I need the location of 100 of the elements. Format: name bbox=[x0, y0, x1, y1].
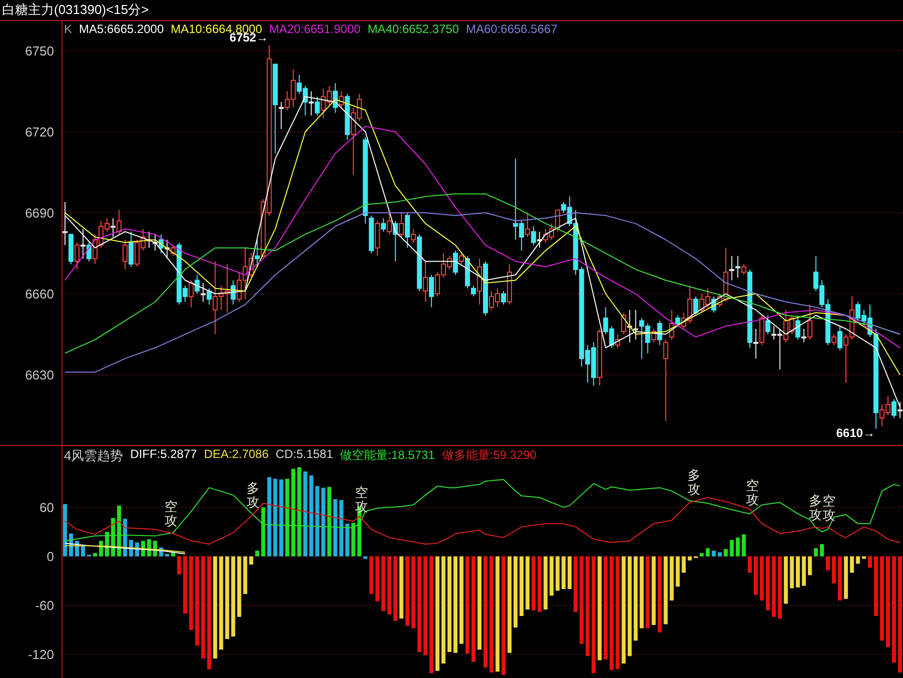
bar bbox=[231, 556, 236, 636]
bar bbox=[616, 556, 620, 670]
candlestick bbox=[80, 228, 86, 260]
bar bbox=[880, 556, 884, 641]
y-tick-label: 6660 bbox=[25, 286, 54, 302]
bar bbox=[868, 556, 872, 568]
y-tick-label: 6630 bbox=[25, 367, 54, 382]
bar bbox=[796, 556, 800, 588]
candlestick bbox=[837, 326, 842, 351]
bar bbox=[255, 550, 260, 556]
candlestick bbox=[801, 328, 806, 343]
bar bbox=[550, 556, 554, 596]
bar bbox=[447, 556, 452, 652]
bar bbox=[622, 556, 626, 664]
bar bbox=[646, 556, 650, 628]
candlestick bbox=[110, 218, 116, 238]
bar bbox=[748, 556, 752, 573]
candlestick bbox=[729, 255, 734, 281]
bar bbox=[387, 556, 392, 614]
bar bbox=[195, 556, 200, 646]
bar bbox=[832, 556, 836, 584]
bar bbox=[273, 478, 278, 556]
bar bbox=[297, 467, 302, 556]
candlestick bbox=[831, 334, 836, 346]
line-series bbox=[64, 126, 900, 348]
bar bbox=[874, 556, 878, 616]
bar bbox=[453, 556, 458, 653]
bar bbox=[99, 540, 104, 556]
candlestick bbox=[116, 210, 122, 235]
bar bbox=[189, 556, 194, 630]
text: 做多能量:59.3290 bbox=[442, 447, 536, 464]
candlestick bbox=[633, 309, 638, 340]
bar bbox=[225, 556, 230, 639]
annotation: CD:5.1581 bbox=[276, 447, 334, 463]
text: DIFF:5.2877 bbox=[130, 447, 197, 463]
bar bbox=[441, 556, 446, 664]
bar bbox=[808, 556, 812, 576]
candlestick bbox=[122, 239, 128, 270]
bar bbox=[790, 556, 794, 588]
bar bbox=[303, 471, 308, 556]
bar bbox=[477, 556, 482, 650]
bar bbox=[339, 500, 344, 556]
bar bbox=[496, 556, 500, 672]
bar bbox=[417, 556, 422, 652]
candlestick bbox=[693, 296, 698, 316]
bar bbox=[333, 499, 338, 556]
bar bbox=[183, 556, 188, 614]
candlestick bbox=[741, 264, 746, 276]
bar bbox=[682, 556, 686, 573]
bar bbox=[802, 556, 806, 586]
bar bbox=[243, 556, 248, 594]
line-series bbox=[64, 545, 186, 553]
line-series bbox=[64, 212, 900, 373]
bar bbox=[742, 534, 746, 556]
bar bbox=[508, 556, 512, 653]
bar bbox=[261, 507, 266, 556]
bar bbox=[784, 556, 788, 604]
candlestick bbox=[807, 304, 812, 340]
bar bbox=[526, 556, 530, 610]
candlestick bbox=[128, 231, 134, 268]
bar bbox=[471, 556, 476, 662]
bar bbox=[423, 556, 428, 656]
chart-title: 白糖主力(031390)<15分> bbox=[0, 0, 903, 21]
annotation: 空攻 bbox=[355, 484, 368, 514]
text: 做空能量:18.5731 bbox=[340, 447, 435, 464]
bar bbox=[375, 556, 380, 602]
bar bbox=[309, 475, 314, 556]
bar bbox=[321, 488, 326, 556]
bar bbox=[369, 556, 374, 594]
bar bbox=[177, 556, 182, 574]
bar bbox=[201, 556, 206, 659]
legend-title: K bbox=[64, 22, 72, 36]
bar bbox=[886, 556, 890, 648]
bar bbox=[778, 556, 782, 618]
candlestick bbox=[398, 212, 404, 238]
bar bbox=[664, 556, 668, 624]
text: MA40:6652.3750 bbox=[368, 22, 459, 36]
candlestick bbox=[422, 260, 428, 302]
bar bbox=[724, 549, 728, 556]
bar bbox=[718, 552, 722, 556]
y-tick-label: 6690 bbox=[25, 205, 54, 220]
bar bbox=[856, 556, 860, 564]
candlestick bbox=[501, 290, 506, 306]
text: MA20:6651.9000 bbox=[269, 22, 361, 36]
bar bbox=[285, 478, 290, 556]
bar bbox=[862, 556, 866, 559]
candlestick bbox=[891, 398, 896, 418]
bar bbox=[700, 553, 704, 556]
bar bbox=[219, 556, 224, 650]
y-tick-label: 6720 bbox=[25, 124, 54, 140]
candlestick bbox=[410, 228, 416, 243]
bar bbox=[592, 556, 596, 674]
bar bbox=[459, 556, 464, 644]
bar bbox=[411, 556, 416, 628]
candlestick bbox=[278, 102, 284, 130]
bar bbox=[814, 548, 818, 556]
bar bbox=[688, 556, 692, 560]
bar bbox=[844, 556, 848, 599]
bar bbox=[429, 556, 434, 674]
bar bbox=[399, 556, 404, 618]
